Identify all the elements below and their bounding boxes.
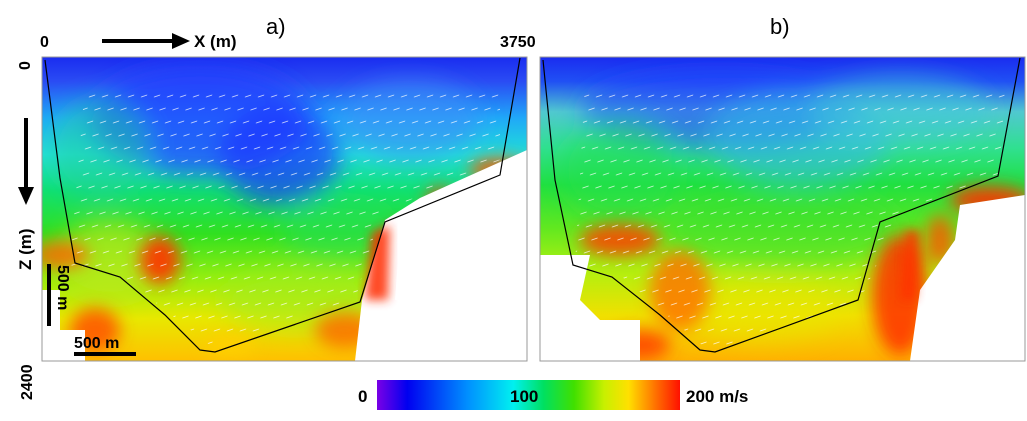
colorbar-mid-label: 100 (510, 387, 538, 406)
panel-a-label: a) (266, 14, 286, 39)
panel-a-velocity-section (41, 56, 528, 362)
colorbar-min-label: 0 (358, 387, 367, 406)
panel-b-velocity-section (539, 56, 1026, 362)
x-axis-end: 3750 (500, 34, 536, 51)
z-axis-top: 0 (17, 61, 34, 70)
panel-b-label: b) (770, 14, 790, 39)
x-axis-label: X (m) (194, 32, 237, 51)
x-axis-start: 0 (40, 34, 49, 51)
horizontal-scale-label: 500 m (74, 335, 119, 352)
colorbar-max-label: 200 m/s (686, 387, 748, 406)
z-axis-label: Z (m) (16, 228, 35, 270)
x-arrow-head-icon (172, 33, 190, 49)
z-axis-bottom: 2400 (19, 364, 36, 400)
vertical-scale-label: 500 m (54, 265, 71, 310)
z-arrow-head-icon (18, 187, 34, 205)
colorbar (377, 380, 680, 410)
